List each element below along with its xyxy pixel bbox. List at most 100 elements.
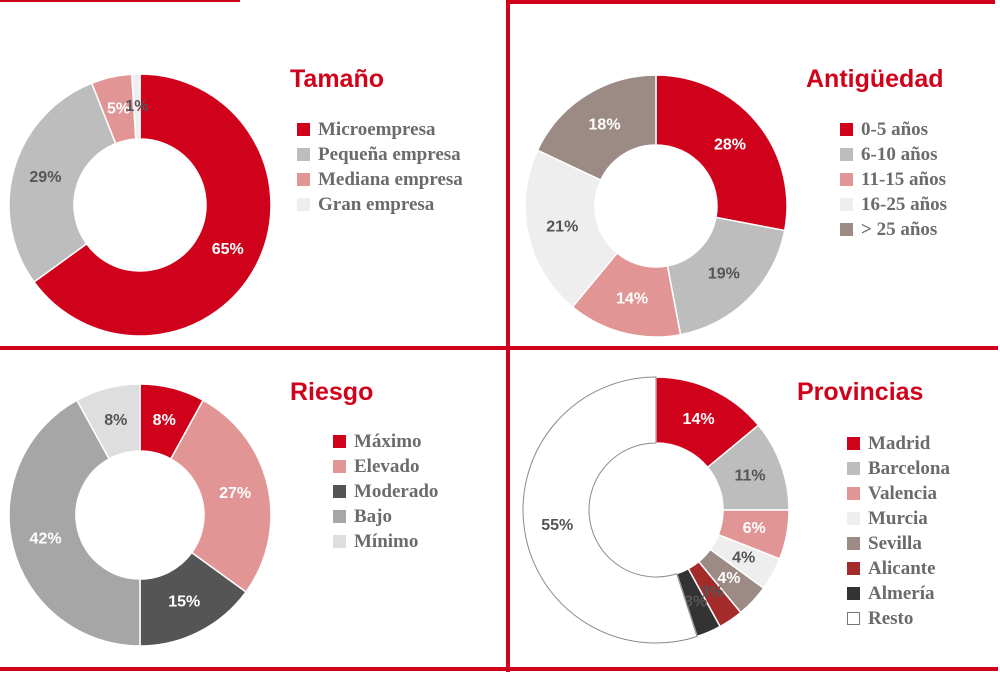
slice-label-moderado: 15% xyxy=(168,593,200,610)
legend-swatch xyxy=(297,173,310,186)
legend-swatch xyxy=(333,435,346,448)
slice-label-microempresa: 65% xyxy=(212,241,244,258)
chart-title: Provincias xyxy=(797,378,924,406)
slice-0-5-anos xyxy=(655,74,788,232)
legend-swatch xyxy=(840,148,853,161)
legend-label: Alicante xyxy=(868,557,936,579)
legend-label: 11-15 años xyxy=(861,168,946,190)
legend-swatch xyxy=(847,587,860,600)
slice-gran-empresa xyxy=(130,73,141,140)
legend-label: Barcelona xyxy=(868,457,950,479)
slice-25-anos xyxy=(536,74,657,182)
legend-item-6-10-anos: 6-10 años xyxy=(840,142,947,167)
donut-provincias: 14%11%6%4%4%3%3%55% xyxy=(522,376,790,644)
legend-label: > 25 años xyxy=(861,218,938,240)
vertical-rule xyxy=(506,0,510,672)
legend-label: Sevilla xyxy=(868,532,922,554)
legend-item-moderado: Moderado xyxy=(333,479,438,504)
chart-panel-provincias: 14% 11% 6% 4% 4% 3% 3% 55% Provincias Madrid Bar… xyxy=(510,350,1000,666)
legend-swatch xyxy=(297,198,310,211)
chart-panel-riesgo: 8% 27% 15% 42% 8% Riesgo Máximo Elevado Modera… xyxy=(0,350,505,666)
legend-item-minimo: Mínimo xyxy=(333,529,438,554)
bottom-rule xyxy=(0,667,998,671)
slice-label-25-anos: 18% xyxy=(589,116,621,133)
legend-label: Mediana empresa xyxy=(318,168,463,190)
legend-swatch xyxy=(333,510,346,523)
slice-label-almeria: 3% xyxy=(684,593,707,610)
chart-title: Tamaño xyxy=(290,65,384,93)
legend-swatch xyxy=(333,535,346,548)
slice-label-gran-empresa: 1% xyxy=(125,98,148,115)
slice-minimo xyxy=(75,383,141,460)
slice-label-barcelona: 11% xyxy=(735,468,766,485)
legend-item-25-anos: > 25 años xyxy=(840,217,947,242)
slice-label-0-5-anos: 28% xyxy=(714,136,746,153)
legend-item-elevado: Elevado xyxy=(333,454,438,479)
legend-label: 16-25 años xyxy=(861,193,948,215)
slice-label-6-10-anos: 19% xyxy=(708,265,740,282)
middle-rule xyxy=(0,346,998,350)
legend-item-gran-empresa: Gran empresa xyxy=(297,192,463,217)
legend-label: Microempresa xyxy=(318,118,436,140)
slice-label-resto: 55% xyxy=(541,517,573,534)
legend-label: Mínimo xyxy=(354,530,419,552)
slice-label-valencia: 6% xyxy=(743,520,766,537)
legend-item-madrid: Madrid xyxy=(847,431,950,456)
legend-antiguedad: 0-5 años 6-10 años 11-15 años 16-25 años > 2… xyxy=(840,117,947,242)
legend-item-0-5-anos: 0-5 años xyxy=(840,117,947,142)
slice-label-alicante: 3% xyxy=(701,584,724,601)
chart-title: Riesgo xyxy=(290,378,374,406)
legend-label: Gran empresa xyxy=(318,193,435,215)
legend-item-valencia: Valencia xyxy=(847,481,950,506)
legend-label: Moderado xyxy=(354,480,439,502)
legend-label: Murcia xyxy=(868,507,928,529)
legend-swatch xyxy=(333,485,346,498)
chart-title: Antigüedad xyxy=(806,65,944,93)
slice-pequena-empresa xyxy=(8,82,117,284)
slice-16-25-anos xyxy=(524,149,619,308)
legend-label: 0-5 años xyxy=(861,118,929,140)
legend-label: Elevado xyxy=(354,455,420,477)
legend-item-pequena-empresa: Pequeña empresa xyxy=(297,142,463,167)
chart-panel-tamano: 65% 29% 5% 1% Tamaño Microempresa Pequeña em… xyxy=(0,4,505,344)
legend-label: Almería xyxy=(868,582,935,604)
slice-label-mediana-empresa: 5% xyxy=(107,100,130,117)
donut-riesgo: 8% 27% 15% 42% 8% xyxy=(8,383,272,647)
legend-item-sevilla: Sevilla xyxy=(847,531,950,556)
legend-item-11-15-anos: 11-15 años xyxy=(840,167,947,192)
slice-microempresa xyxy=(32,73,272,337)
legend-label: Bajo xyxy=(354,505,392,527)
slice-label-murcia: 4% xyxy=(732,550,755,567)
legend-item-murcia: Murcia xyxy=(847,506,950,531)
legend-label: Pequeña empresa xyxy=(318,143,461,165)
legend-swatch xyxy=(297,123,310,136)
legend-item-resto: Resto xyxy=(847,606,950,631)
legend-label: Resto xyxy=(868,607,914,629)
chart-panel-antiguedad: 28% 19% 14% 21% 18% Antigüedad 0-5 años 6-10 … xyxy=(510,4,1000,344)
slice-bajo xyxy=(8,399,141,647)
slice-label-minimo: 8% xyxy=(104,412,127,429)
legend-swatch xyxy=(840,198,853,211)
slice-label-sevilla: 4% xyxy=(717,570,740,587)
legend-item-bajo: Bajo xyxy=(333,504,438,529)
top-rule-left xyxy=(0,0,240,2)
legend-swatch xyxy=(847,512,860,525)
legend-swatch xyxy=(847,462,860,475)
legend-item-barcelona: Barcelona xyxy=(847,456,950,481)
legend-label: 6-10 años xyxy=(861,143,938,165)
legend-swatch xyxy=(297,148,310,161)
legend-riesgo: Máximo Elevado Moderado Bajo Mínimo xyxy=(333,429,438,554)
legend-swatch xyxy=(847,437,860,450)
legend-swatch xyxy=(333,460,346,473)
legend-swatch xyxy=(840,123,853,136)
donut-antiguedad: 28% 19% 14% 21% 18% xyxy=(524,74,788,338)
donut-tamano: 65% 29% 5%1% xyxy=(8,73,272,337)
slice-label-elevado: 27% xyxy=(219,485,251,502)
legend-swatch xyxy=(847,487,860,500)
legend-tamano: Microempresa Pequeña empresa Mediana empre… xyxy=(297,117,463,217)
legend-item-mediana-empresa: Mediana empresa xyxy=(297,167,463,192)
legend-item-almeria: Almería xyxy=(847,581,950,606)
slice-resto xyxy=(522,376,698,644)
slice-label-pequena-empresa: 29% xyxy=(29,169,61,186)
legend-swatch xyxy=(840,173,853,186)
